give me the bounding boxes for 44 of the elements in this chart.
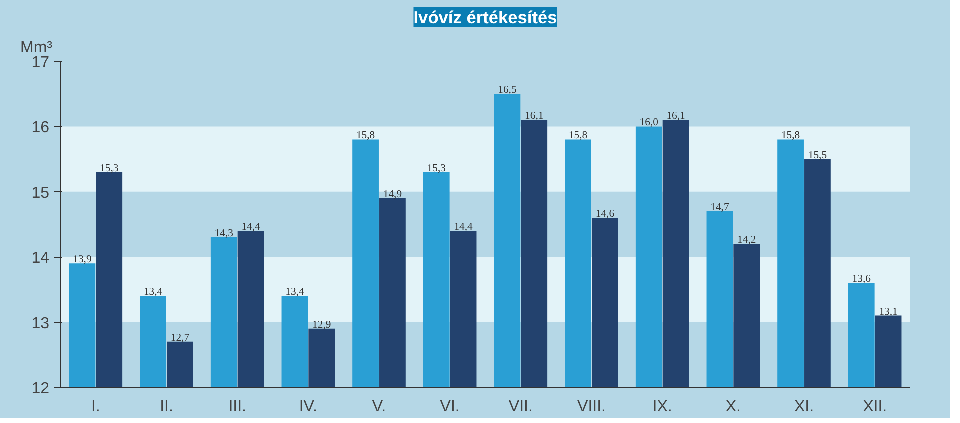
data-label: 12,7 [170,332,190,344]
data-label: 14,7 [710,202,730,214]
x-tick-label: IX. [652,398,672,416]
data-label: 16,1 [666,111,686,122]
data-label: 16,1 [525,111,544,122]
data-label: 13,4 [144,287,164,298]
x-tick-label: X. [726,398,741,416]
x-tick-label: IV. [299,398,318,416]
x-tick-label: VII. [508,398,533,416]
data-label: 15,8 [356,130,376,142]
x-tick-label: I. [91,398,100,416]
data-label: 16,5 [498,85,517,96]
data-label: 16,0 [640,118,658,129]
y-tick-label: 15 [32,184,50,202]
x-tick-label: II. [160,398,174,416]
x-tick-label: XII. [863,398,888,416]
y-axis-title: Mm³ [20,40,54,56]
data-label: 15,8 [781,130,800,142]
y-tick-label: 12 [32,380,50,398]
data-label: 14,6 [596,208,616,220]
chart-title: Ivóvíz értékesítés [414,8,558,28]
data-label: 14,9 [383,189,402,200]
data-label: 15,3 [427,163,446,174]
data-label: 14,3 [214,228,234,240]
y-tick-label: 14 [32,250,50,268]
data-label: 15,8 [568,130,588,142]
x-tick-label: III. [228,398,246,416]
data-label: 12,9 [312,320,332,331]
data-label: 13,1 [879,306,898,318]
data-label: 14,2 [738,235,756,246]
y-tick-label: 16 [32,120,50,137]
data-label: 15,5 [808,150,828,162]
data-label: 15,3 [100,163,119,174]
data-label: 13,6 [852,274,872,286]
y-tick-label: 13 [32,315,50,332]
data-label: 13,4 [286,287,305,298]
x-tick-label: XI. [794,398,814,416]
x-tick-label: VI. [440,398,460,416]
y-tick-label: 17 [32,54,50,72]
x-tick-label: VIII. [578,398,606,416]
x-tick-label: V. [372,398,386,416]
data-label: 14,4 [454,222,474,234]
data-label: 14,4 [242,222,262,234]
data-label: 13,9 [73,254,92,266]
